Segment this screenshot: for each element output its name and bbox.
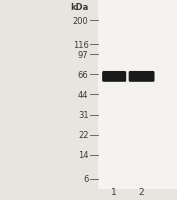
Text: 66: 66: [78, 71, 88, 79]
Text: 44: 44: [78, 91, 88, 99]
FancyBboxPatch shape: [129, 72, 155, 82]
Text: 116: 116: [73, 41, 88, 49]
Text: 97: 97: [78, 51, 88, 59]
Text: 2: 2: [139, 187, 144, 196]
Text: 31: 31: [78, 111, 88, 119]
FancyBboxPatch shape: [98, 0, 177, 189]
Text: 14: 14: [78, 151, 88, 159]
Text: 6: 6: [83, 175, 88, 183]
Text: 200: 200: [73, 17, 88, 25]
FancyBboxPatch shape: [102, 72, 126, 82]
Text: 1: 1: [111, 187, 117, 196]
Text: 22: 22: [78, 131, 88, 139]
Text: kDa: kDa: [70, 3, 88, 11]
